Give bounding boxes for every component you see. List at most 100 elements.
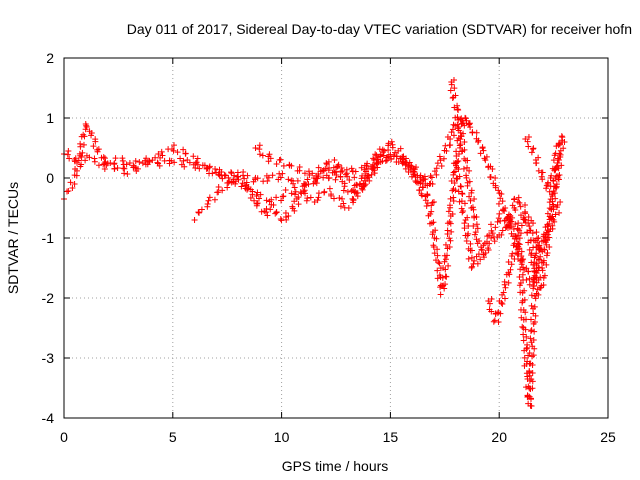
data-point: [180, 157, 187, 164]
data-point: [498, 299, 505, 306]
data-point: [505, 211, 512, 218]
data-point: [526, 281, 533, 288]
data-point: [101, 155, 108, 162]
data-point: [206, 194, 213, 201]
data-point: [530, 320, 537, 327]
data-point: [184, 156, 191, 163]
data-point: [543, 185, 550, 192]
data-point: [528, 327, 535, 334]
data-point: [454, 125, 461, 132]
data-point: [546, 188, 553, 195]
data-point: [498, 231, 505, 238]
data-point: [508, 218, 515, 225]
data-point: [450, 171, 457, 178]
data-point: [447, 87, 454, 94]
data-point: [315, 164, 322, 171]
data-point: [448, 178, 455, 184]
data-point: [535, 291, 542, 298]
data-point: [536, 245, 543, 252]
data-point: [531, 279, 538, 286]
data-point: [556, 171, 563, 178]
data-point: [520, 307, 527, 314]
data-point: [215, 184, 222, 191]
series-track-c: [191, 115, 472, 298]
data-point: [546, 213, 553, 220]
data-point: [522, 326, 529, 333]
data-point: [379, 146, 386, 153]
data-point: [359, 186, 366, 193]
data-point: [543, 252, 550, 259]
data-point: [72, 155, 79, 162]
data-point: [203, 165, 210, 172]
data-point: [445, 262, 452, 269]
data-point: [325, 158, 332, 165]
data-point: [447, 195, 454, 202]
data-point: [331, 195, 337, 202]
data-point: [464, 164, 471, 171]
data-point: [434, 160, 441, 167]
data-point: [94, 146, 101, 153]
data-point: [370, 165, 377, 172]
data-point: [464, 232, 471, 239]
data-point: [431, 250, 438, 257]
data-point: [279, 193, 286, 200]
data-point: [303, 197, 310, 204]
data-point: [525, 268, 532, 275]
data-point: [358, 175, 365, 182]
data-point: [495, 309, 502, 316]
data-point: [91, 155, 98, 162]
data-point: [370, 155, 377, 162]
data-point: [467, 197, 474, 204]
data-point: [471, 214, 478, 221]
data-point: [363, 168, 370, 175]
data-point: [121, 165, 128, 172]
data-point: [494, 218, 501, 225]
data-point: [451, 104, 458, 111]
data-point: [277, 216, 284, 223]
data-point: [267, 155, 274, 162]
data-point: [253, 200, 260, 207]
data-point: [477, 150, 484, 157]
axis-ticks: 0 5 10 15 20 25 -4 -3 -2 -1 0 1 2: [42, 50, 616, 445]
data-point: [199, 162, 206, 169]
y-tick-label: 1: [46, 110, 54, 126]
data-point: [501, 295, 508, 302]
data-point: [457, 183, 464, 190]
data-point: [527, 360, 534, 367]
data-point: [283, 216, 290, 223]
data-point: [526, 367, 533, 374]
x-axis-label: GPS time / hours: [282, 458, 389, 474]
data-point: [492, 224, 499, 231]
data-point: [531, 254, 538, 261]
data-point: [315, 171, 322, 178]
data-point: [269, 172, 276, 179]
data-point: [502, 284, 509, 291]
data-point: [320, 167, 327, 174]
data-point: [114, 165, 121, 172]
data-point: [262, 209, 269, 216]
data-point: [156, 162, 163, 169]
data-point: [343, 170, 350, 177]
data-point: [471, 196, 478, 203]
data-point: [520, 276, 527, 283]
data-point: [388, 156, 395, 163]
data-point: [332, 168, 339, 175]
data-point: [352, 168, 359, 175]
data-point: [77, 140, 84, 147]
data-point: [495, 187, 502, 194]
data-point: [331, 169, 338, 176]
data-point: [477, 256, 484, 263]
data-point: [418, 192, 425, 199]
data-point: [436, 153, 443, 160]
data-point: [254, 175, 261, 182]
data-point: [124, 171, 131, 178]
data-point: [557, 199, 564, 205]
data-point: [451, 85, 458, 92]
data-point: [239, 180, 246, 187]
data-point: [361, 182, 368, 189]
data-point: [307, 194, 314, 201]
data-point: [304, 176, 311, 183]
data-point: [469, 263, 476, 270]
data-point: [489, 166, 496, 173]
data-point: [428, 174, 435, 181]
